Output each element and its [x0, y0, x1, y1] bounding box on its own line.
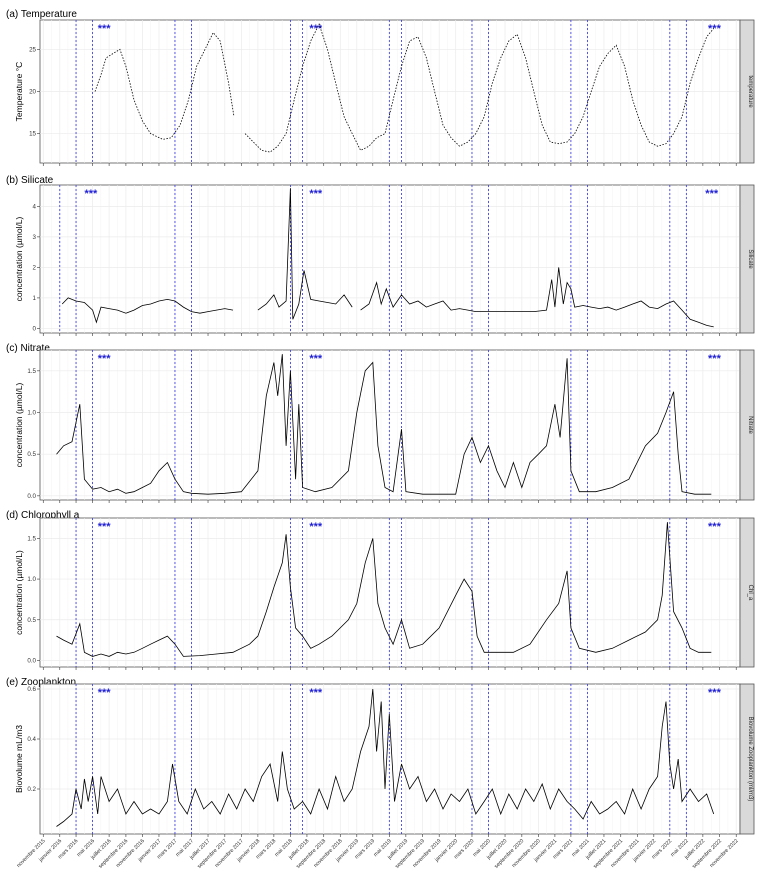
y-tick-label: 1: [33, 295, 37, 302]
series-line: [56, 354, 712, 495]
y-tick-label: 1.5: [27, 368, 36, 375]
plot-area: [39, 517, 741, 668]
panel-5: (e) Zooplankton 0.2 0.4 0.6 Biovolume mL/m3 B…: [6, 677, 755, 837]
y-tick-label: 2: [33, 264, 37, 271]
facet-strip-label: Biovolume Zooplankton (ml/m3): [747, 717, 753, 802]
y-axis-label: Temperature °C: [14, 62, 24, 122]
y-axis-label: concentration (µmol/L): [14, 550, 24, 635]
y-tick-label: 20: [29, 89, 36, 96]
panel-title: (c) Nitrate: [6, 343, 50, 354]
significance-stars: ***: [309, 188, 323, 200]
significance-stars: ***: [84, 188, 98, 200]
y-tick-label: 15: [29, 131, 36, 138]
plot-area: [39, 683, 741, 835]
facet-strip: [739, 517, 755, 668]
facet-strip-label: temperature: [747, 75, 753, 108]
y-tick-label: 0.0: [27, 657, 36, 664]
y-tick-label: 1.5: [27, 535, 36, 542]
significance-stars: ***: [309, 23, 323, 35]
facet-strip-label: Chl_a: [747, 585, 753, 601]
y-tick-label: 1.0: [27, 410, 36, 417]
significance-stars: ***: [708, 687, 722, 699]
y-tick-label: 0.5: [27, 451, 36, 458]
plot-area: [39, 349, 741, 501]
series-line: [56, 688, 715, 827]
y-axis-label: Biovolume mL/m3: [14, 725, 24, 793]
significance-stars: ***: [98, 687, 112, 699]
panel-1: (a) Temperature 15 20 25 Temperature °C tempe…: [6, 9, 755, 166]
significance-stars: ***: [708, 23, 722, 35]
significance-stars: ***: [98, 521, 112, 533]
facet-strip: [739, 683, 755, 835]
panel-title: (d) Chlorophyll a: [6, 510, 80, 521]
plot-area: [39, 184, 741, 334]
significance-stars: ***: [708, 521, 722, 533]
significance-stars: ***: [309, 521, 323, 533]
y-tick-label: 0.6: [27, 686, 36, 693]
panel-title: (a) Temperature: [6, 9, 77, 20]
y-tick-label: 4: [33, 203, 37, 210]
y-tick-label: 0.0: [27, 493, 36, 500]
significance-stars: ***: [98, 353, 112, 365]
series-line: [94, 23, 715, 153]
facet-strip: [739, 184, 755, 334]
y-axis-label: concentration (µmol/L): [14, 216, 24, 301]
panel-2: (b) Silicate 0 1 2 3 4 concentration (µmol/L) S…: [6, 175, 755, 336]
series-line: [61, 188, 714, 328]
significance-stars: ***: [708, 353, 722, 365]
series-line: [56, 522, 712, 657]
y-tick-label: 1.0: [27, 576, 36, 583]
y-tick-label: 25: [29, 46, 36, 53]
significance-stars: ***: [705, 188, 719, 200]
significance-stars: ***: [309, 353, 323, 365]
x-tick-label: novembre 2015: [16, 838, 47, 869]
y-axis-label: concentration (µmol/L): [14, 382, 24, 467]
y-tick-label: 0: [33, 325, 37, 332]
facet-strip: [739, 19, 755, 164]
facet-strip-label: Silicate: [747, 249, 753, 269]
significance-stars: ***: [309, 687, 323, 699]
facet-strip: [739, 349, 755, 501]
y-tick-label: 3: [33, 234, 37, 241]
panel-4: (d) Chlorophyll a 0.0 0.5 1.0 1.5 concentrati…: [6, 510, 755, 670]
panel-title: (e) Zooplankton: [6, 677, 76, 688]
y-tick-label: 0.2: [27, 786, 36, 793]
y-tick-label: 0.4: [27, 736, 36, 743]
panel-title: (b) Silicate: [6, 175, 54, 186]
significance-stars: ***: [98, 23, 112, 35]
facet-strip-label: Nitrate: [747, 416, 753, 434]
y-tick-label: 0.5: [27, 617, 36, 624]
